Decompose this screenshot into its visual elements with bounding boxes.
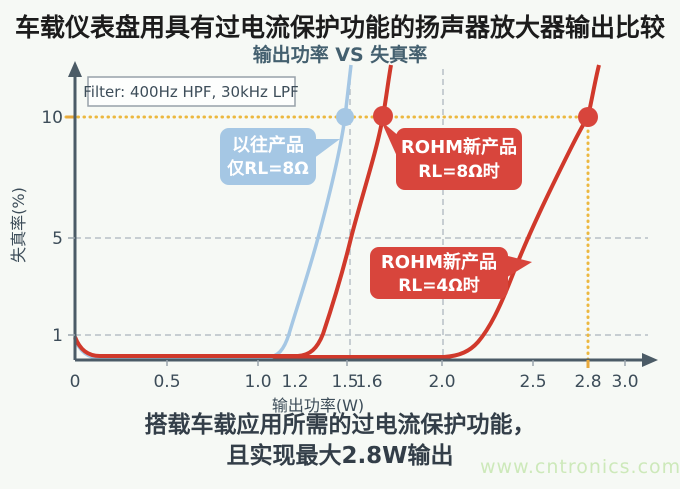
x-tick-label-1.5: 1.5 (331, 372, 358, 392)
x-tick-label-2.5: 2.5 (519, 372, 546, 392)
callout-rohm-8ohm-tail (381, 121, 400, 163)
y-tick-label-10: 10 (41, 108, 63, 128)
x-axis-title: 输出功率(W) (272, 396, 364, 415)
curve-rohm-4ohm (73, 64, 601, 359)
curves (73, 64, 601, 360)
callout-rohm-8ohm: ROHM新产品 RL=8Ω时 (381, 121, 522, 190)
marker-dot-rohm-8ohm (373, 106, 393, 126)
footer-line1: 搭载车载应用所需的过电流保护功能， (144, 412, 536, 438)
marker-dot-rohm-4ohm (578, 107, 598, 127)
y-axis-arrow (68, 61, 82, 77)
callout-previous-box (220, 128, 316, 185)
callout-rohm-8ohm-line1: ROHM新产品 (401, 136, 517, 158)
footer-line2: 且实现最大2.8W输出 (226, 443, 454, 469)
gridlines (75, 69, 648, 360)
callout-rohm-4ohm-line2: RL=4Ω时 (398, 276, 479, 296)
marker-dot-previous (336, 108, 354, 126)
x-tick-label-2.0: 2.0 (428, 372, 455, 392)
filter-note-box (87, 76, 296, 107)
y-axis-title: 失真率(%) (9, 187, 28, 263)
x-tick-label-1.0: 1.0 (244, 372, 271, 392)
y-tick-labels: 10 5 1 (41, 108, 63, 346)
chart-title: 输出功率 VS 失真率 (252, 44, 428, 66)
callout-previous-line1: 以往产品 (232, 134, 304, 156)
callout-previous-tail (313, 139, 340, 159)
filter-note-text: Filter: 400Hz HPF, 30kHz LPF (83, 83, 298, 101)
callout-rohm-4ohm-tail (504, 255, 532, 279)
x-tick-labels: 0 0.5 1.0 1.2 1.5 1.6 2.0 2.5 2.8 3.0 (70, 372, 639, 392)
callout-previous-product: 以往产品 仅RL=8Ω (220, 128, 340, 185)
watermark: www.cntronics.com (480, 456, 680, 478)
curve-previous-8ohm (73, 64, 353, 360)
callout-rohm-8ohm-line2: RL=8Ω时 (418, 162, 499, 182)
markers (336, 106, 598, 127)
callout-rohm-4ohm: ROHM新产品 RL=4Ω时 (370, 247, 532, 299)
page-title: 车载仪表盘用具有过电流保护功能的扬声器放大器输出比较 (14, 13, 665, 42)
axes (68, 61, 658, 368)
callout-rohm-4ohm-box (370, 247, 508, 299)
filter-note: Filter: 400Hz HPF, 30kHz LPF (83, 76, 299, 107)
x-tick-label-3.0: 3.0 (611, 372, 638, 392)
y-tick-label-5: 5 (52, 229, 63, 249)
x-tick-label-0: 0 (70, 372, 81, 392)
y-tick-label-1: 1 (52, 326, 63, 346)
footer-summary: 搭载车载应用所需的过电流保护功能， 且实现最大2.8W输出 (0, 410, 680, 472)
x-axis-arrow (642, 353, 658, 367)
callout-rohm-4ohm-line1: ROHM新产品 (381, 251, 497, 273)
callout-rohm-8ohm-box (396, 128, 522, 190)
x-tick-label-2.8: 2.8 (574, 372, 601, 392)
output-vs-distortion-chart: 10 5 1 0 0.5 1.0 1.2 1.5 1.6 2.0 2.5 2.8… (9, 61, 658, 415)
callout-previous-line2: 仅RL=8Ω (226, 158, 308, 179)
x-tick-label-1.2: 1.2 (281, 372, 308, 392)
x-tick-label-1.6: 1.6 (355, 372, 382, 392)
x-tick-label-0.5: 0.5 (153, 372, 180, 392)
